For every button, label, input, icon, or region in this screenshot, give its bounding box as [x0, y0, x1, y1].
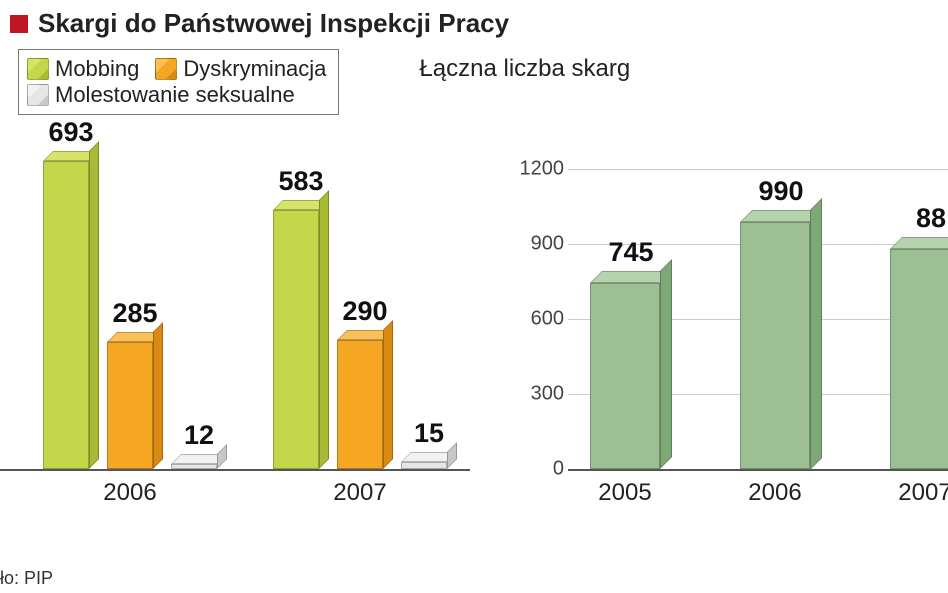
chart-title-row: Skargi do Państwowej Inspekcji Pracy [0, 0, 948, 49]
bar-value-label: 583 [278, 166, 323, 197]
bar-value-label: 15 [414, 418, 444, 449]
y-tick-label: 1200 [512, 158, 564, 181]
y-tick-label: 900 [512, 233, 564, 256]
x-category-label: 2007 [333, 479, 386, 507]
bar-value-label: 285 [112, 298, 157, 329]
x-category-label: 2007 [898, 479, 948, 507]
bar-value-label: 88 [916, 203, 946, 234]
bar-value-label: 12 [184, 420, 214, 451]
y-tick-label: 300 [512, 383, 564, 406]
legend-item-mobbing: Mobbing [27, 56, 139, 82]
swatch-dyskryminacja [155, 58, 177, 80]
bar [740, 222, 810, 470]
bar [273, 210, 319, 469]
swatch-molestowanie [27, 84, 49, 106]
bar-value-label: 745 [608, 237, 653, 268]
legend-item-molestowanie: Molestowanie seksualne [27, 82, 295, 108]
bar [890, 249, 948, 469]
right-total-bar-chart: 0 300 600 900 1200 745 2005 990 2006 88 2007 [510, 129, 948, 519]
bar [171, 464, 217, 469]
source-label: ło: PIP [0, 568, 53, 589]
chart-title: Skargi do Państwowej Inspekcji Pracy [38, 8, 509, 39]
bar [43, 161, 89, 469]
y-tick-label: 0 [512, 458, 564, 481]
legend: Mobbing Dyskryminacja Molestowanie seksu… [18, 49, 339, 115]
left-grouped-bar-chart: 693285122006583290152007 [0, 129, 470, 519]
x-category-label: 2006 [748, 479, 801, 507]
legend-line-1: Mobbing Dyskryminacja [27, 56, 326, 82]
bar-value-label: 290 [342, 296, 387, 327]
x-category-label: 2005 [598, 479, 651, 507]
bar [590, 283, 660, 469]
bar-value-label: 990 [758, 176, 803, 207]
legend-label: Molestowanie seksualne [55, 82, 295, 108]
legend-label: Dyskryminacja [183, 56, 326, 82]
bar [337, 340, 383, 469]
header-row: Mobbing Dyskryminacja Molestowanie seksu… [0, 49, 948, 115]
bar [107, 342, 153, 469]
legend-label: Mobbing [55, 56, 139, 82]
x-category-label: 2006 [103, 479, 156, 507]
charts-container: 693285122006583290152007 030060090012007… [0, 129, 948, 519]
y-tick-label: 600 [512, 308, 564, 331]
legend-item-dyskryminacja: Dyskryminacja [155, 56, 326, 82]
title-bullet-square [10, 15, 28, 33]
swatch-mobbing [27, 58, 49, 80]
right-chart-subtitle: Łączna liczba skarg [419, 49, 630, 83]
bar [401, 462, 447, 469]
bar-value-label: 693 [48, 117, 93, 148]
legend-line-2: Molestowanie seksualne [27, 82, 326, 108]
